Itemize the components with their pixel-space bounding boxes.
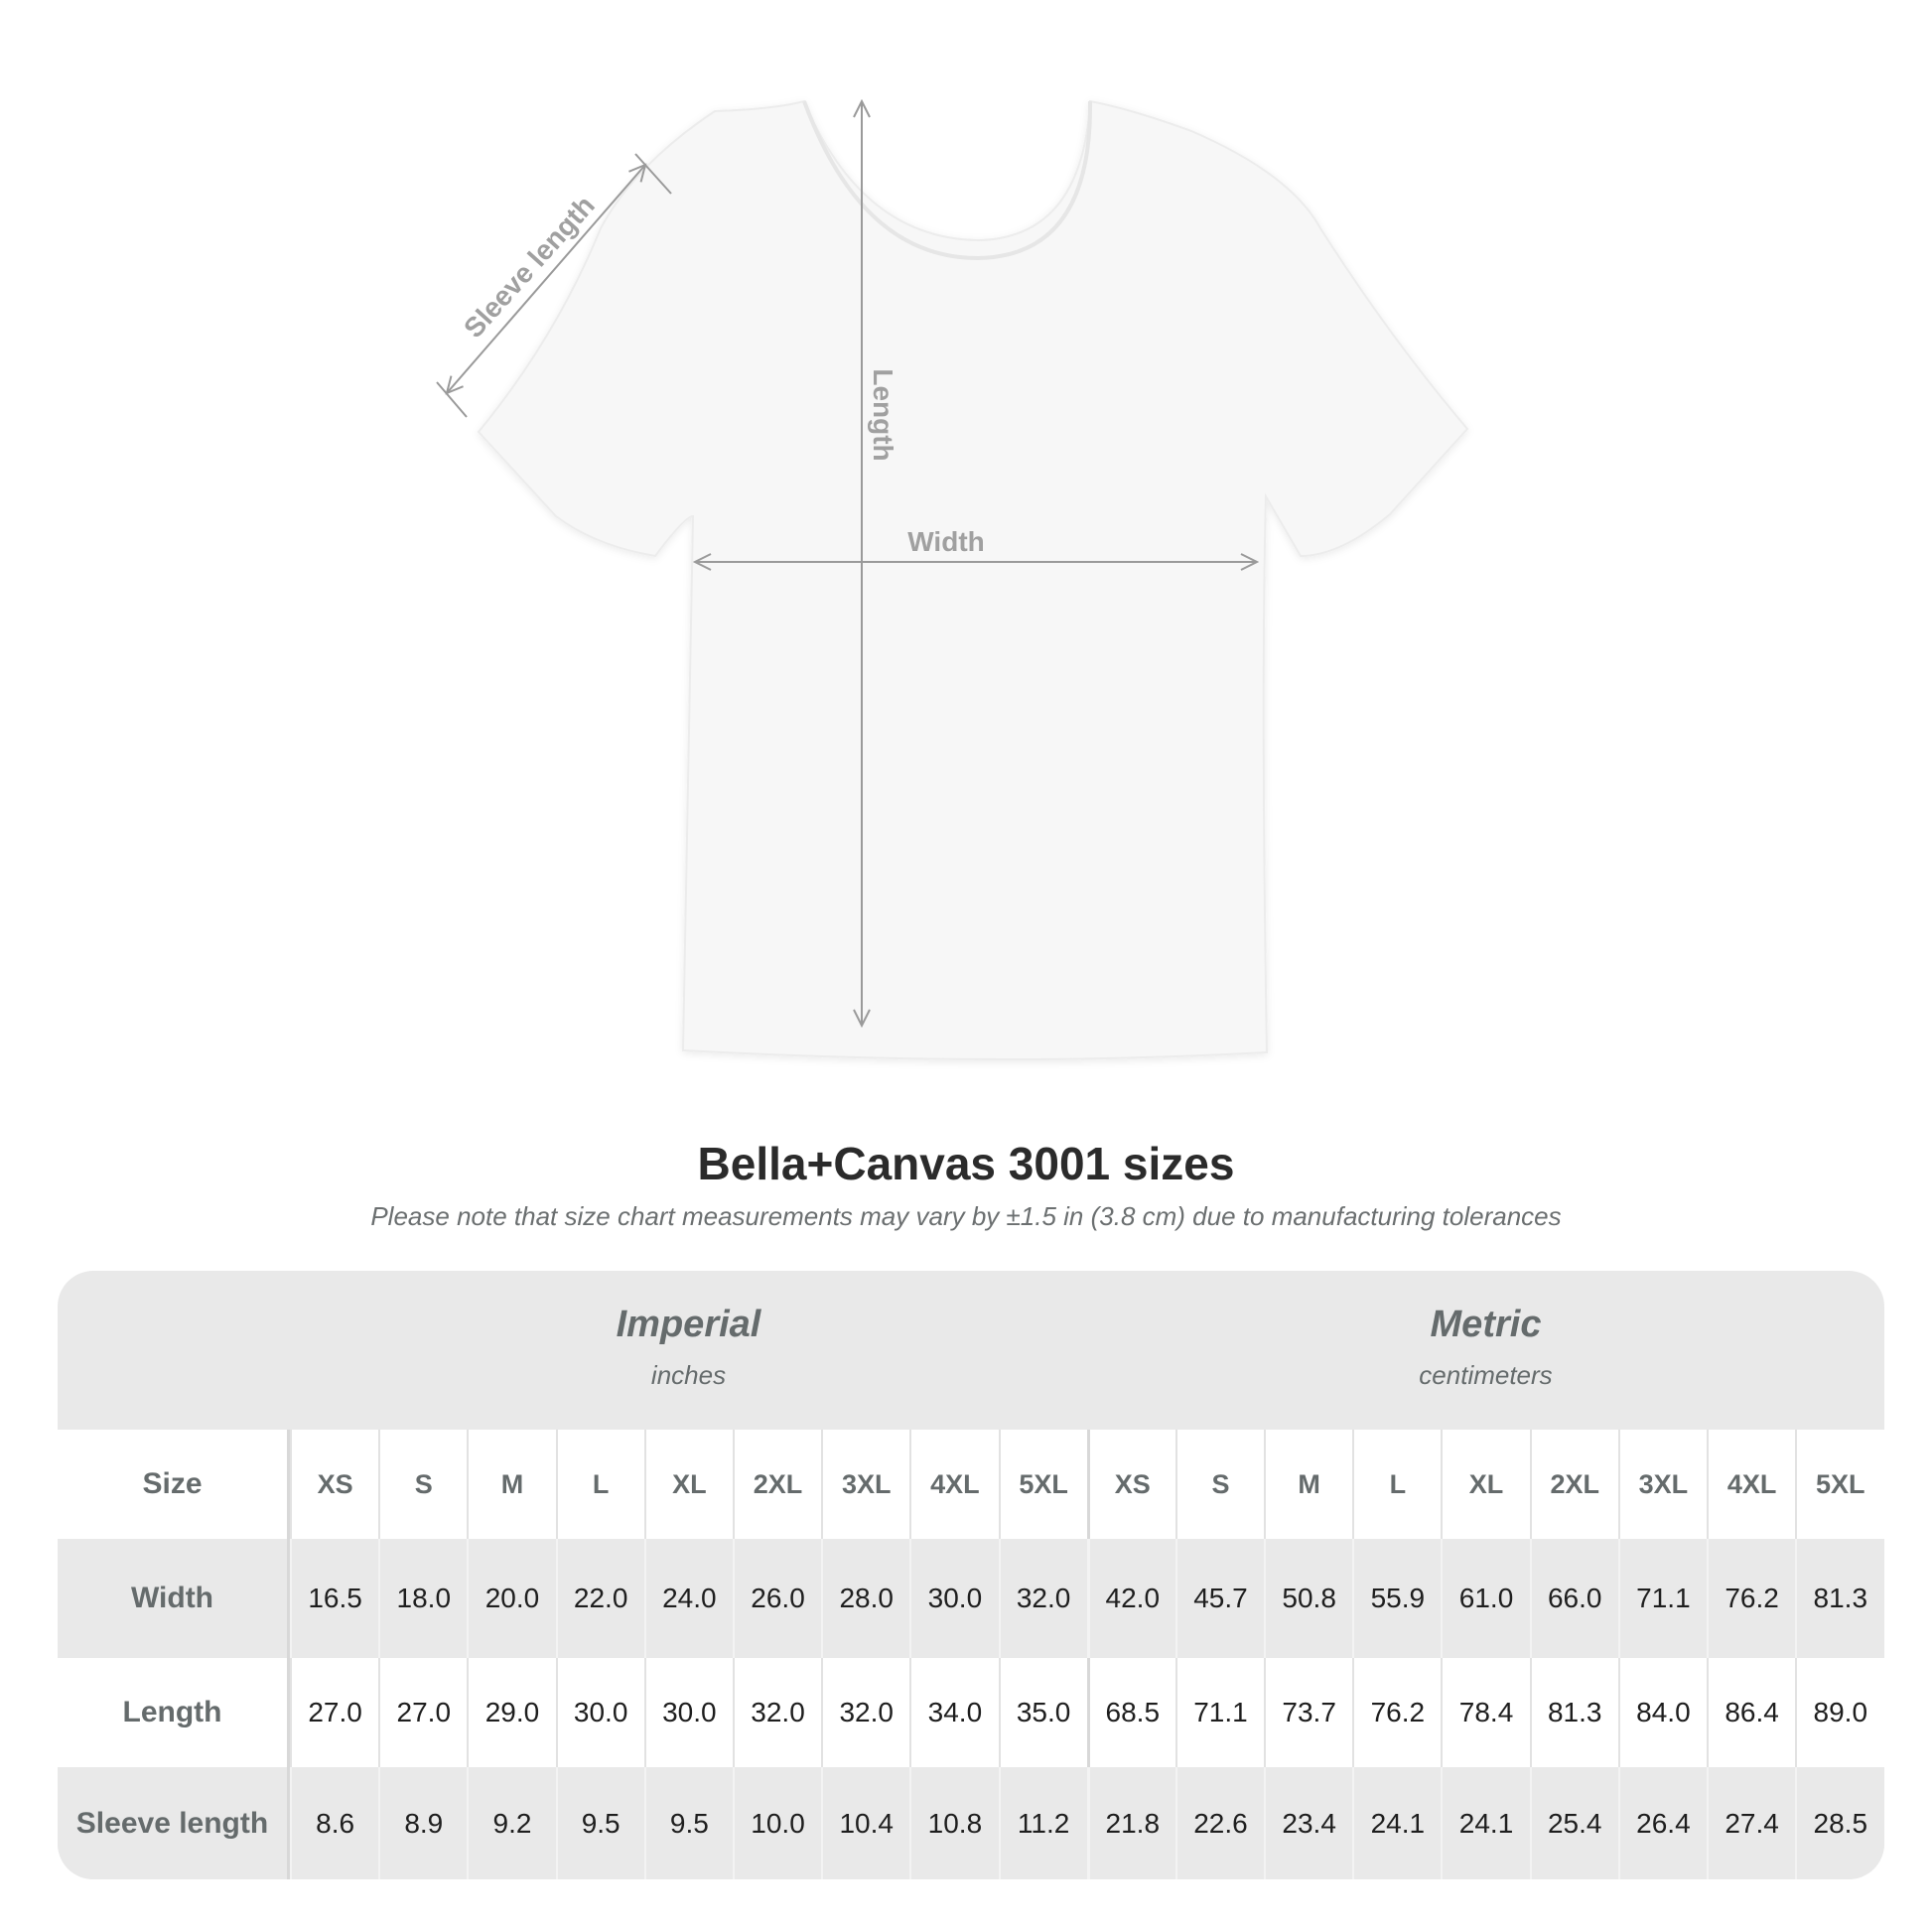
table-cell-metric: 84.0 — [1617, 1658, 1707, 1767]
table-cell-imperial: 27.0 — [378, 1658, 467, 1767]
table-cell-metric: 26.4 — [1617, 1767, 1707, 1879]
table-row: Width 16.5 18.0 20.0 22.0 24.0 26.0 28.0 30.0 32.… — [58, 1539, 1884, 1658]
table-cell-metric: 68.5 — [1086, 1658, 1175, 1767]
table-cell-imperial: 18.0 — [378, 1539, 467, 1658]
size-header-metric: XS — [1086, 1430, 1175, 1539]
table-cell-metric: 81.3 — [1529, 1658, 1618, 1767]
table-cell-metric: 55.9 — [1352, 1539, 1441, 1658]
table-cell-imperial: 32.0 — [821, 1658, 909, 1767]
size-header-metric: 2XL — [1529, 1430, 1618, 1539]
row-label: Width — [58, 1539, 290, 1658]
size-header-imperial: 5XL — [998, 1430, 1087, 1539]
size-header-imperial: XS — [290, 1430, 378, 1539]
size-header-imperial: 4XL — [909, 1430, 998, 1539]
row-label: Length — [58, 1658, 290, 1767]
table-cell-metric: 50.8 — [1264, 1539, 1352, 1658]
size-header-imperial: M — [467, 1430, 555, 1539]
table-cell-metric: 61.0 — [1441, 1539, 1529, 1658]
width-label: Width — [907, 526, 985, 557]
table-cell-imperial: 10.0 — [732, 1767, 821, 1879]
table-cell-metric: 22.6 — [1174, 1767, 1264, 1879]
sleeve-length-arrow — [447, 165, 645, 393]
size-header-metric: M — [1264, 1430, 1352, 1539]
table-cell-imperial: 9.5 — [643, 1767, 733, 1879]
table-row: Sleeve length 8.6 8.9 9.2 9.5 9.5 10.0 10.4 10.8… — [58, 1767, 1884, 1879]
table-cell-metric: 24.1 — [1352, 1767, 1441, 1879]
table-cell-imperial: 27.0 — [290, 1658, 378, 1767]
table-cell-metric: 81.3 — [1795, 1539, 1883, 1658]
table-cell-imperial: 8.6 — [290, 1767, 378, 1879]
table-cell-imperial: 9.5 — [555, 1767, 644, 1879]
table-cell-imperial: 26.0 — [732, 1539, 821, 1658]
table-cell-metric: 66.0 — [1529, 1539, 1618, 1658]
metric-unit: centimeters — [1419, 1360, 1553, 1390]
table-cell-imperial: 28.0 — [821, 1539, 909, 1658]
size-header-imperial: L — [555, 1430, 644, 1539]
table-cell-imperial: 11.2 — [998, 1767, 1087, 1879]
size-header-metric: 5XL — [1795, 1430, 1883, 1539]
table-cell-imperial: 10.8 — [909, 1767, 998, 1879]
table-cell-imperial: 8.9 — [378, 1767, 467, 1879]
table-cell-metric: 76.2 — [1707, 1539, 1795, 1658]
table-cell-metric: 73.7 — [1264, 1658, 1352, 1767]
size-header-imperial: S — [378, 1430, 467, 1539]
table-cell-imperial: 32.0 — [998, 1539, 1087, 1658]
table-cell-metric: 23.4 — [1264, 1767, 1352, 1879]
table-cell-metric: 86.4 — [1707, 1658, 1795, 1767]
table-cell-metric: 89.0 — [1795, 1658, 1883, 1767]
table-cell-metric: 21.8 — [1086, 1767, 1175, 1879]
tshirt-diagram: Sleeve length Length Width — [436, 0, 1469, 1061]
size-table: Imperial inches Metric centimeters Size X… — [58, 1271, 1884, 1879]
size-header-metric: L — [1352, 1430, 1441, 1539]
size-header-row: Size XS S M L XL 2XL 3XL 4XL 5XL XS S M L XL 2XL 3XL 4XL 5… — [58, 1430, 1884, 1539]
table-cell-metric: 78.4 — [1441, 1658, 1529, 1767]
table-cell-imperial: 9.2 — [467, 1767, 555, 1879]
table-cell-imperial: 30.0 — [909, 1539, 998, 1658]
table-cell-metric: 27.4 — [1707, 1767, 1795, 1879]
table-row: Length 27.0 27.0 29.0 30.0 30.0 32.0 32.0 34.0 35… — [58, 1658, 1884, 1767]
table-cell-metric: 71.1 — [1174, 1658, 1264, 1767]
size-header-imperial: XL — [643, 1430, 733, 1539]
size-header-metric: S — [1174, 1430, 1264, 1539]
table-cell-imperial: 29.0 — [467, 1658, 555, 1767]
size-header-metric: 3XL — [1617, 1430, 1707, 1539]
table-cell-metric: 45.7 — [1174, 1539, 1264, 1658]
table-cell-imperial: 10.4 — [821, 1767, 909, 1879]
length-label: Length — [868, 368, 898, 461]
table-cell-imperial: 16.5 — [290, 1539, 378, 1658]
row-label: Sleeve length — [58, 1767, 290, 1879]
table-cell-imperial: 20.0 — [467, 1539, 555, 1658]
table-cell-imperial: 30.0 — [555, 1658, 644, 1767]
row-label: Size — [58, 1430, 290, 1539]
tolerance-note: Please note that size chart measurements… — [370, 1201, 1562, 1231]
imperial-header: Imperial inches — [290, 1271, 1087, 1430]
table-cell-imperial: 30.0 — [643, 1658, 733, 1767]
table-cell-imperial: 22.0 — [555, 1539, 644, 1658]
table-cell-imperial: 24.0 — [643, 1539, 733, 1658]
size-header-metric: XL — [1441, 1430, 1529, 1539]
table-cell-metric: 71.1 — [1617, 1539, 1707, 1658]
chart-title: Bella+Canvas 3001 sizes — [697, 1138, 1235, 1189]
table-cell-imperial: 32.0 — [732, 1658, 821, 1767]
size-header-metric: 4XL — [1707, 1430, 1795, 1539]
table-cell-imperial: 34.0 — [909, 1658, 998, 1767]
size-header-imperial: 3XL — [821, 1430, 909, 1539]
table-cell-metric: 24.1 — [1441, 1767, 1529, 1879]
table-cell-metric: 42.0 — [1086, 1539, 1175, 1658]
metric-label: Metric — [1430, 1304, 1542, 1345]
table-cell-metric: 28.5 — [1795, 1767, 1883, 1879]
metric-header: Metric centimeters — [1087, 1271, 1884, 1430]
imperial-label: Imperial — [616, 1304, 761, 1345]
size-header-imperial: 2XL — [732, 1430, 821, 1539]
imperial-unit: inches — [650, 1360, 727, 1390]
tshirt-shape — [477, 99, 1469, 1061]
table-cell-metric: 76.2 — [1352, 1658, 1441, 1767]
table-cell-imperial: 35.0 — [998, 1658, 1087, 1767]
table-cell-metric: 25.4 — [1529, 1767, 1618, 1879]
